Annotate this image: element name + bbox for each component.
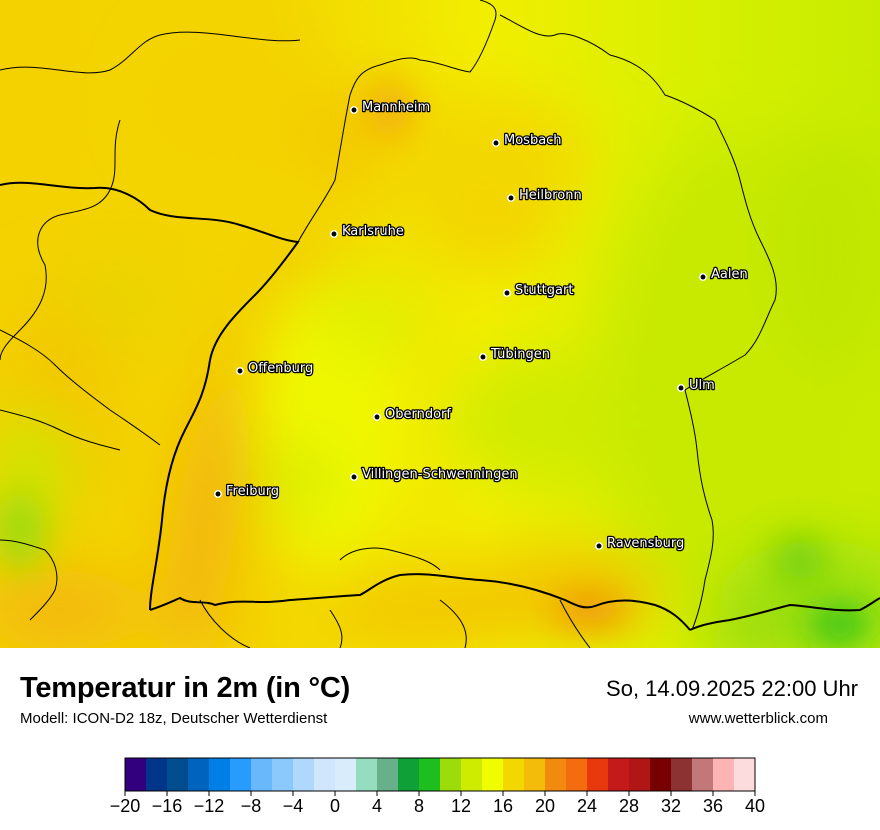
city-label: Ravensburg — [607, 536, 684, 551]
scale-tick-label: 36 — [703, 796, 723, 816]
city-dot — [214, 490, 222, 498]
scale-color-box — [461, 758, 483, 791]
temperature-map: Mannheim Mosbach Heilbronn Karlsruhe Aalen St… — [0, 0, 880, 648]
city-marker: Oberndorf — [373, 406, 453, 423]
scale-color-box — [398, 758, 420, 791]
scale-color-box — [524, 758, 546, 791]
city-dot — [350, 106, 358, 114]
map-canvas: Mannheim Mosbach Heilbronn Karlsruhe Aalen St… — [0, 0, 880, 648]
city-label: Aalen — [711, 267, 748, 282]
city-marker: Tübingen — [479, 346, 551, 363]
city-label: Offenburg — [248, 361, 313, 376]
city-marker: Mosbach — [492, 132, 563, 149]
map-title: Temperatur in 2m (in °C) — [20, 672, 351, 704]
city-dot — [507, 194, 515, 202]
city-label: Stuttgart — [515, 283, 573, 298]
city-label: Freiburg — [226, 484, 279, 499]
city-dot — [479, 353, 487, 361]
city-dot — [492, 139, 500, 147]
scale-color-box — [314, 758, 336, 791]
city-dot — [503, 289, 511, 297]
scale-frame — [124, 757, 756, 792]
scale-color-box — [566, 758, 588, 791]
scale-tick-label: −12 — [194, 796, 225, 816]
city-label: Oberndorf — [385, 407, 451, 422]
city-marker: Aalen — [699, 266, 749, 283]
city-dot — [236, 367, 244, 375]
city-marker: Villingen-Schwenningen — [350, 466, 519, 483]
country-borders — [0, 181, 880, 631]
city-dot — [350, 473, 358, 481]
website-link[interactable]: www.wetterblick.com — [688, 710, 828, 727]
city-label: Villingen-Schwenningen — [362, 467, 518, 482]
scale-color-box — [356, 758, 378, 791]
scale-color-box — [230, 758, 252, 791]
scale-color-box — [188, 758, 210, 791]
city-label: Mannheim — [362, 100, 430, 115]
scale-tick-label: −16 — [152, 796, 183, 816]
city-dot — [373, 413, 381, 421]
scale-color-box — [692, 758, 714, 791]
city-label: Heilbronn — [519, 188, 582, 203]
scale-color-box — [251, 758, 273, 791]
city-dot — [595, 542, 603, 550]
city-marker: Karlsruhe — [330, 223, 405, 240]
scale-tick-label: −20 — [110, 796, 141, 816]
color-scale-legend: −20 −16 −12 −8 −4 0 4 8 12 16 20 24 28 32 36 40 — [110, 757, 765, 816]
city-marker: Offenburg — [236, 360, 315, 377]
scale-tick-label: 40 — [745, 796, 765, 816]
scale-tick-label: 32 — [661, 796, 681, 816]
scale-color-box — [650, 758, 672, 791]
scale-color-box — [503, 758, 525, 791]
scale-color-box — [335, 758, 357, 791]
scale-color-box — [545, 758, 567, 791]
scale-tick-label: 28 — [619, 796, 639, 816]
city-marker: Ulm — [677, 377, 716, 394]
city-dot — [330, 230, 338, 238]
footer: Temperatur in 2m (in °C) Modell: ICON-D2… — [0, 648, 880, 830]
city-label: Ulm — [689, 378, 715, 393]
temperature-field — [0, 0, 880, 648]
city-marker: Ravensburg — [595, 535, 686, 552]
city-label: Karlsruhe — [342, 224, 404, 239]
scale-color-box — [608, 758, 630, 791]
scale-tick-label: 20 — [535, 796, 555, 816]
city-dot — [699, 273, 707, 281]
scale-color-box — [419, 758, 441, 791]
scale-tick-label: −8 — [241, 796, 262, 816]
scale-tick-label: 4 — [372, 796, 382, 816]
scale-color-box — [146, 758, 168, 791]
model-info: Modell: ICON-D2 18z, Deutscher Wetterdie… — [20, 710, 328, 727]
scale-tick-label: 8 — [414, 796, 424, 816]
scale-color-box — [125, 758, 147, 791]
scale-color-box — [272, 758, 294, 791]
scale-color-box — [440, 758, 462, 791]
city-markers: Mannheim Mosbach Heilbronn Karlsruhe Aalen St… — [214, 99, 749, 552]
scale-color-box — [713, 758, 735, 791]
scale-color-box — [377, 758, 399, 791]
scale-color-box — [209, 758, 231, 791]
scale-color-box — [482, 758, 504, 791]
scale-color-box — [167, 758, 189, 791]
scale-tick-label: 24 — [577, 796, 597, 816]
city-label: Tübingen — [490, 347, 550, 362]
city-dot — [677, 384, 685, 392]
scale-color-box — [671, 758, 693, 791]
scale-tick-label: −4 — [283, 796, 304, 816]
scale-tick-label: 0 — [330, 796, 340, 816]
city-marker: Heilbronn — [507, 187, 583, 204]
city-marker: Mannheim — [350, 99, 431, 116]
scale-color-box — [293, 758, 315, 791]
forecast-datetime: So, 14.09.2025 22:00 Uhr — [606, 676, 858, 701]
scale-color-box — [734, 758, 756, 791]
state-borders — [0, 0, 777, 648]
city-marker: Stuttgart — [503, 282, 575, 299]
scale-color-box — [587, 758, 609, 791]
city-marker: Freiburg — [214, 483, 280, 500]
scale-tick-label: 12 — [451, 796, 471, 816]
scale-color-box — [629, 758, 651, 791]
scale-tick-label: 16 — [493, 796, 513, 816]
city-label: Mosbach — [504, 133, 562, 148]
